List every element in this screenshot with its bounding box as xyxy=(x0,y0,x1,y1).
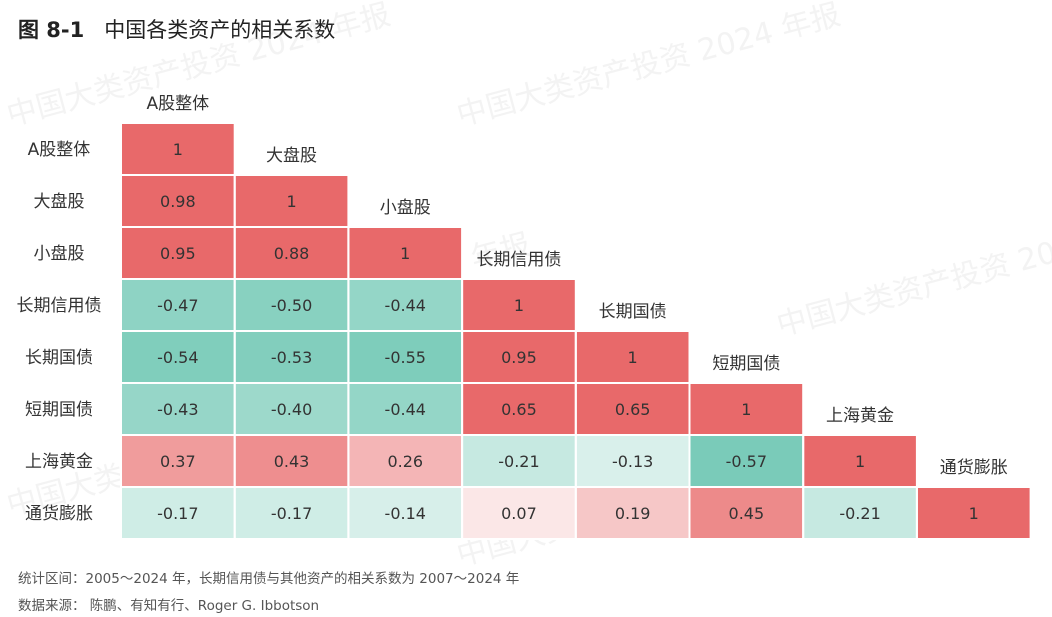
cell-value: -0.17 xyxy=(271,504,312,523)
cell-value: 1 xyxy=(855,452,865,471)
heatmap-cell xyxy=(348,331,463,383)
heatmap-cell xyxy=(121,279,235,331)
heatmap-cell xyxy=(462,279,576,331)
heatmap-cell xyxy=(121,383,235,435)
cell-value: 1 xyxy=(628,348,638,367)
heatmap-cell xyxy=(348,383,463,435)
figure-title-text: 中国各类资产的相关系数 xyxy=(104,18,336,42)
cell-value: -0.21 xyxy=(839,504,880,523)
heatmap-cell xyxy=(575,383,690,435)
cell-value: 1 xyxy=(173,140,183,159)
cell-value: 0.43 xyxy=(274,452,310,471)
row-label: 长期国债 xyxy=(25,348,93,368)
row-label: 通货膨胀 xyxy=(25,504,93,524)
heatmap-cell xyxy=(462,383,576,435)
cell-value: 0.98 xyxy=(160,192,196,211)
cell-value: -0.47 xyxy=(157,296,198,315)
heatmap-cell xyxy=(121,331,235,383)
heatmap-cell xyxy=(234,383,349,435)
heatmap-cell xyxy=(234,487,349,539)
source-note: 数据来源： 陈鹏、有知有行、Roger G. Ibbotson xyxy=(18,598,320,614)
cell-value: 0.65 xyxy=(615,400,651,419)
period-note: 统计区间：2005～2024 年，长期信用债与其他资产的相关系数为 2007～2… xyxy=(18,571,520,587)
cell-value: 0.19 xyxy=(615,504,651,523)
cell-value: 1 xyxy=(514,296,524,315)
column-label: 长期信用债 xyxy=(476,250,561,270)
cell-value: 0.65 xyxy=(501,400,537,419)
heatmap-cell xyxy=(348,487,463,539)
cell-value: 0.88 xyxy=(274,244,310,263)
heatmap-cell xyxy=(348,435,463,487)
heatmap-cell xyxy=(348,227,463,279)
heatmap-cell xyxy=(575,487,690,539)
figure-title: 图 8-1 中国各类资产的相关系数 xyxy=(18,12,335,46)
heatmap-cell xyxy=(121,487,235,539)
cell-value: -0.57 xyxy=(726,452,767,471)
heatmap-cell xyxy=(121,123,235,175)
cell-value: -0.55 xyxy=(385,348,426,367)
cell-value: -0.43 xyxy=(157,400,198,419)
heatmap-cell xyxy=(575,435,690,487)
heatmap-cell xyxy=(689,435,804,487)
cell-value: 0.37 xyxy=(160,452,196,471)
cell-value: 0.95 xyxy=(160,244,196,263)
cell-value: 0.95 xyxy=(501,348,537,367)
row-label: 大盘股 xyxy=(34,192,85,212)
heatmap-cell xyxy=(121,227,235,279)
cell-value: 1 xyxy=(400,244,410,263)
column-label: 小盘股 xyxy=(380,198,431,218)
heatmap-cell xyxy=(803,487,917,539)
row-label: 长期信用债 xyxy=(17,296,102,316)
row-label: 小盘股 xyxy=(34,244,85,264)
cell-value: -0.14 xyxy=(385,504,426,523)
heatmap-cell xyxy=(689,487,804,539)
heatmap-cell xyxy=(234,435,349,487)
heatmap-cell xyxy=(916,487,1031,539)
cell-value: 0.26 xyxy=(387,452,423,471)
heatmap-cell xyxy=(121,435,235,487)
heatmap-cell xyxy=(462,331,576,383)
row-label: 短期国债 xyxy=(25,400,93,420)
heatmap-cell xyxy=(575,331,690,383)
cell-value: -0.40 xyxy=(271,400,312,419)
cell-value: -0.13 xyxy=(612,452,653,471)
row-label: 上海黄金 xyxy=(25,452,93,472)
column-label: 大盘股 xyxy=(266,146,317,166)
column-label: A股整体 xyxy=(147,94,210,114)
heatmap-cell xyxy=(234,227,349,279)
cell-value: 0.07 xyxy=(501,504,537,523)
row-label: A股整体 xyxy=(28,140,91,160)
column-label: 长期国债 xyxy=(599,302,667,322)
cell-value: -0.21 xyxy=(498,452,539,471)
column-label: 通货膨胀 xyxy=(940,458,1008,478)
cell-border xyxy=(915,486,1032,540)
heatmap-cell xyxy=(234,331,349,383)
cell-value: -0.50 xyxy=(271,296,312,315)
cell-value: -0.44 xyxy=(385,296,426,315)
cell-value: 0.45 xyxy=(729,504,765,523)
heatmap-cell xyxy=(234,175,349,227)
cell-value: -0.53 xyxy=(271,348,312,367)
heatmap-cell xyxy=(462,435,576,487)
heatmap-cell xyxy=(234,279,349,331)
cell-value: 1 xyxy=(741,400,751,419)
heatmap-cell xyxy=(803,435,917,487)
heatmap-cell xyxy=(689,383,804,435)
cell-value: -0.54 xyxy=(157,348,198,367)
cell-value: -0.17 xyxy=(157,504,198,523)
cell-value: -0.44 xyxy=(385,400,426,419)
heatmap-cell xyxy=(462,487,576,539)
column-label: 上海黄金 xyxy=(826,406,894,426)
cell-value: 1 xyxy=(286,192,296,211)
cell-value: 1 xyxy=(969,504,979,523)
column-label: 短期国债 xyxy=(712,354,780,374)
heatmap-cell xyxy=(348,279,463,331)
heatmap-cell xyxy=(121,175,235,227)
figure-label: 图 8-1 xyxy=(18,18,85,42)
